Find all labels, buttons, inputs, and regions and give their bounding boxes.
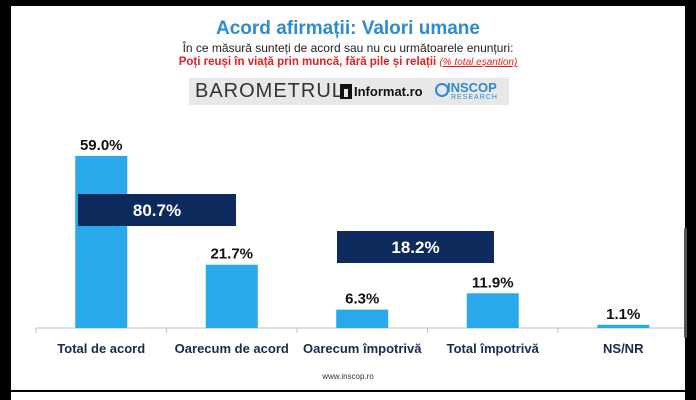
chart-title: Acord afirmații: Valori umane — [216, 18, 480, 39]
survey-question: Poți reuși în viață prin muncă, fără pil… — [11, 56, 685, 68]
question-text: Poți reuși în viață prin muncă, fără pil… — [178, 56, 437, 68]
category-label-0: Total de acord — [57, 341, 145, 356]
annotation-box-1 — [337, 231, 494, 263]
annotation-label-1: 18.2% — [391, 238, 439, 257]
category-label-4: NS/NR — [603, 341, 644, 356]
scrollbar[interactable] — [684, 228, 687, 338]
question-note: (% total eșantion) — [439, 57, 518, 68]
bar-chart: 59.0% Total de acord 21.7% Oarecum de acord… — [35, 137, 685, 356]
inscop-research-text: RESEARCH — [451, 94, 498, 101]
bar-3 — [466, 293, 519, 328]
footer-url: www.inscop.ro — [322, 372, 374, 381]
data-label-4: 1.1% — [606, 306, 640, 323]
category-label-1: Oarecum de acord — [175, 341, 289, 356]
data-label-0: 59.0% — [80, 137, 123, 154]
annotation-label-0: 80.7% — [133, 201, 181, 220]
chart-subtitle: În ce măsură sunteți de acord sau nu cu … — [182, 41, 514, 55]
bottom-strip — [11, 392, 685, 400]
logo-bar: BAROMETRUL Informat.ro INSCOP RESEARCH — [189, 78, 509, 105]
bar-2 — [336, 309, 389, 328]
category-label-2: Oarecum împotrivă — [303, 341, 422, 356]
data-label-3: 11.9% — [472, 274, 514, 291]
bar-1 — [205, 264, 258, 328]
data-label-1: 21.7% — [210, 246, 253, 263]
inscop-logo: INSCOP — [447, 80, 497, 95]
informat-icon — [340, 84, 352, 99]
inscop-globe-icon — [435, 83, 449, 97]
chart-panel: Acord afirmații: Valori umane În ce măsu… — [11, 6, 685, 390]
data-label-2: 6.3% — [345, 291, 379, 308]
bar-4 — [597, 324, 650, 328]
bar-0 — [75, 155, 128, 328]
category-label-3: Total împotrivă — [447, 341, 540, 356]
informat-logo: Informat.ro — [354, 84, 423, 99]
annotation-box-0 — [78, 194, 236, 226]
barometrul-logo: BAROMETRUL — [195, 80, 344, 102]
